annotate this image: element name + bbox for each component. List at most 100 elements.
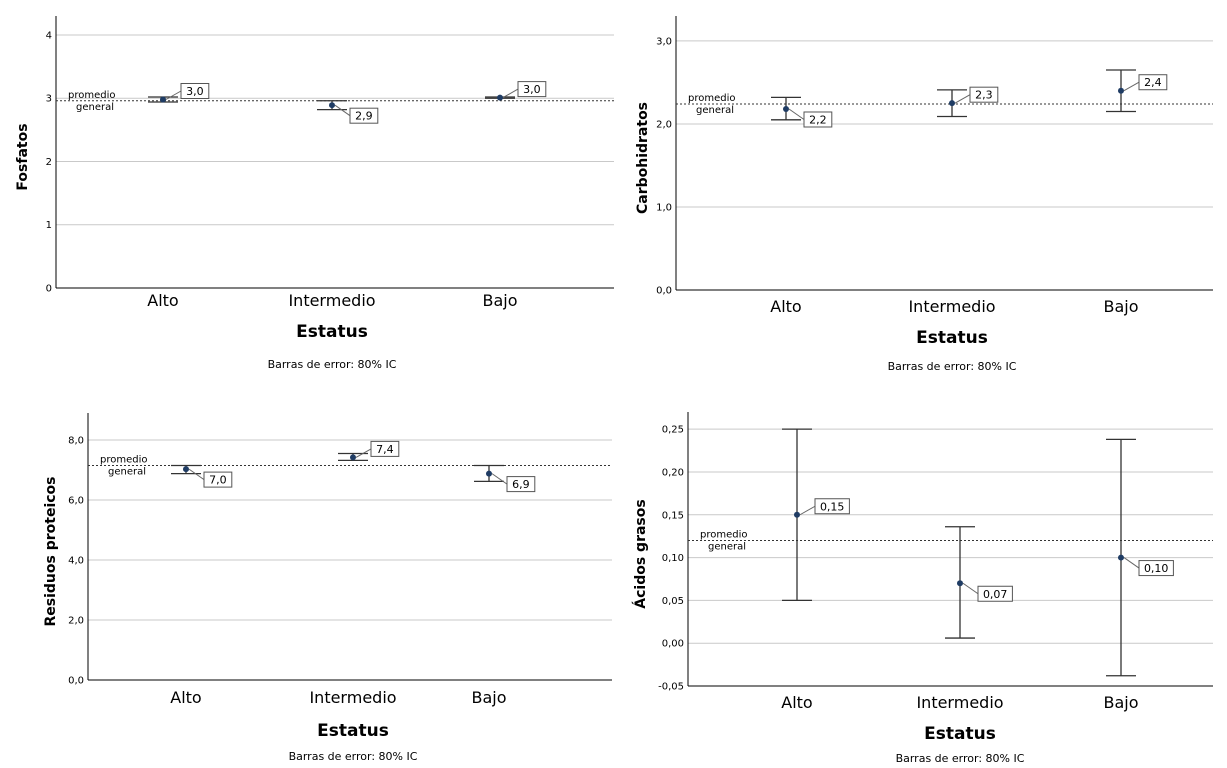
data-label: 2,4 xyxy=(1144,76,1162,89)
y-tick-label: 8,0 xyxy=(68,436,84,447)
data-label-leader xyxy=(962,582,979,595)
x-tick-label: Intermedio xyxy=(288,291,375,310)
data-label: 0,07 xyxy=(983,588,1008,601)
y-tick-label: 4,0 xyxy=(68,556,84,567)
data-label: 2,3 xyxy=(975,89,993,102)
data-label: 0,15 xyxy=(820,500,845,513)
y-tick-label: 0,25 xyxy=(662,425,684,436)
chart-panel-3: 0,0 2,0 4,0 6,0 8,0 Alto Intermedio Bajo Estatus… xyxy=(43,413,612,763)
mean-point xyxy=(957,580,963,587)
y-tick-label: 0,10 xyxy=(662,553,684,564)
reference-label: promedio xyxy=(700,529,748,540)
mean-point xyxy=(794,511,800,518)
y-tick-label: 2,0 xyxy=(656,119,672,130)
data-label-leader xyxy=(799,505,816,516)
data-label: 2,2 xyxy=(809,113,827,126)
y-tick-label: 0,05 xyxy=(662,596,684,607)
data-label-leader xyxy=(355,448,372,458)
y-tick-label: 3 xyxy=(46,94,52,105)
chart-panel-4: -0,05 0,00 0,05 0,10 0,15 0,20 0,25 Alto Interme… xyxy=(632,412,1213,765)
mean-point xyxy=(183,466,189,473)
y-tick-label: 2 xyxy=(46,157,52,168)
x-tick-label: Alto xyxy=(147,291,178,310)
reference-label: general xyxy=(108,467,146,478)
y-tick-label: 1 xyxy=(46,220,52,231)
y-tick-label: 2,0 xyxy=(68,616,84,627)
data-label: 0,10 xyxy=(1144,562,1169,575)
data-label-leader xyxy=(165,90,182,100)
error-bar-note: Barras de error: 80% IC xyxy=(268,358,397,371)
y-axis-title: Carbohidratos xyxy=(635,102,651,214)
error-bar-note: Barras de error: 80% IC xyxy=(289,750,418,763)
data-label-leader xyxy=(1123,557,1140,569)
data-label: 7,0 xyxy=(209,474,227,487)
mean-point xyxy=(783,105,789,112)
y-tick-label: 0,0 xyxy=(68,676,84,687)
y-axis-title: Residuos proteicos xyxy=(43,476,59,626)
y-tick-label: 0,00 xyxy=(662,639,684,650)
x-tick-label: Alto xyxy=(781,693,812,712)
y-tick-label: 0,0 xyxy=(656,286,672,297)
data-label-box xyxy=(969,86,999,103)
data-label-box xyxy=(517,81,547,98)
reference-label: promedio xyxy=(688,93,736,104)
mean-point xyxy=(497,94,503,101)
mean-point xyxy=(350,454,356,461)
data-label: 3,0 xyxy=(523,83,541,96)
y-tick-label: -0,05 xyxy=(658,682,684,693)
mean-point xyxy=(160,96,166,103)
data-label-box xyxy=(180,82,210,99)
x-tick-label: Bajo xyxy=(471,688,506,707)
data-label: 7,4 xyxy=(376,443,394,456)
mean-point xyxy=(329,102,335,109)
y-tick-label: 3,0 xyxy=(656,36,672,47)
y-tick-label: 0 xyxy=(46,284,52,295)
x-axis-title: Estatus xyxy=(916,328,988,348)
data-label-leader xyxy=(954,94,971,104)
y-tick-label: 6,0 xyxy=(68,496,84,507)
data-label-box xyxy=(814,498,850,515)
data-label-leader xyxy=(188,468,205,481)
reference-label: promedio xyxy=(68,90,116,101)
x-tick-label: Bajo xyxy=(1103,693,1138,712)
data-label-leader xyxy=(334,104,351,117)
data-label-box xyxy=(803,111,833,128)
data-label-leader xyxy=(502,88,519,99)
chart-panel-2: 0,0 1,0 2,0 3,0 Alto Intermedio Bajo Estatus Bar… xyxy=(635,16,1213,373)
mean-point xyxy=(1118,87,1124,94)
y-tick-label: 1,0 xyxy=(656,202,672,213)
x-tick-label: Intermedio xyxy=(908,297,995,316)
reference-label: general xyxy=(76,102,114,113)
data-label-leader xyxy=(1123,81,1140,92)
data-label-box xyxy=(349,107,379,124)
y-tick-label: 0,20 xyxy=(662,467,684,478)
mean-point xyxy=(949,100,955,107)
data-label: 2,9 xyxy=(355,110,373,123)
data-label-box xyxy=(1138,74,1168,91)
reference-label: general xyxy=(708,541,746,552)
reference-label: promedio xyxy=(100,455,148,466)
data-label: 6,9 xyxy=(512,478,530,491)
data-label-box xyxy=(370,440,400,457)
y-axis-title: Fosfatos xyxy=(15,123,31,190)
mean-point xyxy=(1118,554,1124,561)
chart-panel-1: 0 1 2 3 4 Alto Intermedio Bajo Estatus Barras de … xyxy=(15,16,614,371)
x-tick-label: Alto xyxy=(770,297,801,316)
data-label-box xyxy=(203,471,233,488)
data-label-box xyxy=(506,476,536,493)
y-tick-label: 4 xyxy=(46,30,52,41)
reference-label: general xyxy=(696,105,734,116)
x-tick-label: Bajo xyxy=(1103,297,1138,316)
data-label: 3,0 xyxy=(186,85,204,98)
x-axis-title: Estatus xyxy=(924,724,996,744)
y-axis-title: Ácidos grasos xyxy=(632,499,649,608)
data-label-box xyxy=(1138,560,1174,577)
data-label-leader xyxy=(491,473,508,485)
x-tick-label: Bajo xyxy=(482,291,517,310)
data-label-box xyxy=(977,585,1013,602)
error-bar-note: Barras de error: 80% IC xyxy=(888,360,1017,373)
mean-point xyxy=(486,470,492,477)
x-tick-label: Alto xyxy=(170,688,201,707)
error-bar-note: Barras de error: 80% IC xyxy=(896,752,1025,765)
